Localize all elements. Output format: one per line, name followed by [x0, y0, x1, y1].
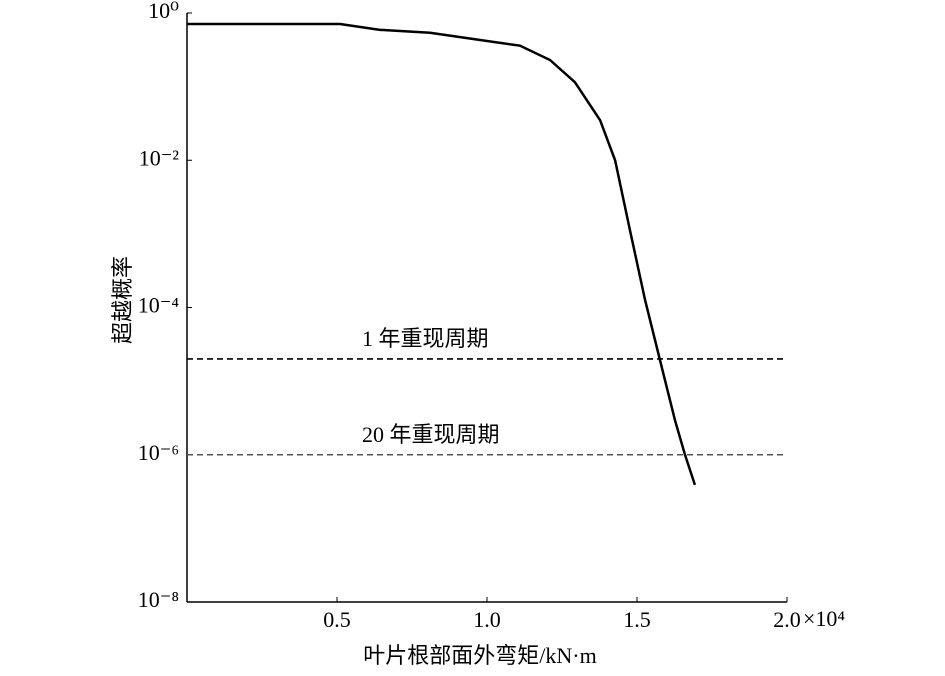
reference-label: 1 年重现周期	[362, 326, 489, 351]
reference-label: 20 年重现周期	[362, 422, 500, 447]
x-tick-label: 1.5	[623, 607, 651, 632]
x-axis-label: 叶片根部面外弯矩/kN·m	[363, 643, 596, 668]
x-tick-label: 1.0	[473, 607, 501, 632]
y-tick-label: 10⁻⁸	[138, 587, 179, 612]
x-tick-label: 0.5	[323, 607, 351, 632]
x-multiplier: ×10⁴	[803, 606, 845, 631]
y-axis-label: 超越概率	[110, 256, 135, 344]
data-line	[187, 22, 697, 486]
y-tick-label: 10⁰	[148, 0, 179, 23]
y-tick-label: 10⁻⁴	[138, 293, 180, 318]
y-tick-label: 10⁻²	[139, 145, 180, 170]
x-tick-label: 2.0	[773, 607, 801, 632]
y-tick-label: 10⁻⁶	[138, 440, 179, 465]
